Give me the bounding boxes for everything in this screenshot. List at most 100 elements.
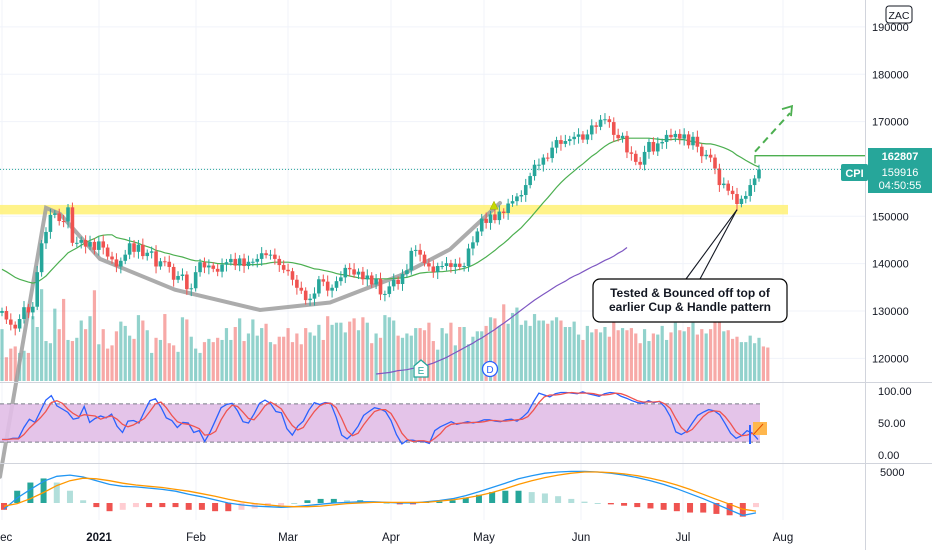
macd-hist-bar [515,490,522,503]
volume-bar [317,324,321,381]
candle-body [479,218,484,232]
stoch-rsi-pane[interactable] [0,391,767,445]
earnings-icon[interactable]: E [413,359,429,378]
candle-body [431,266,436,273]
price-pane[interactable]: Tested & Bounced off top of earlier Cup … [0,104,865,479]
volume-bar [537,320,541,381]
volume-bar [343,332,347,381]
volume-bar [581,339,585,381]
volume-bar [290,342,295,381]
volume-bar [480,331,484,381]
candle-body [136,244,141,252]
volume-bar [700,329,704,381]
candle-body [572,136,576,140]
candle-body [603,119,607,121]
target-price-text: 162807 [882,151,919,163]
macd-hist-bar [475,494,482,503]
last-price-text: 159916 [882,167,919,179]
volume-bar [752,343,757,381]
macd-hist-bar [568,498,575,503]
volume-bar [603,327,607,381]
stoch-tick-label: 0.00 [878,450,899,462]
volume-bar [735,336,739,381]
volume-bar [356,330,361,381]
volume-bar [260,328,264,381]
volume-bar [361,317,365,381]
y-tick-label: 120000 [872,353,909,365]
annotation-line-2: earlier Cup & Handle pattern [609,300,771,314]
candle-body [264,253,268,256]
macd-hist-bar [555,496,562,503]
candle-body [713,157,717,169]
volume-bar [392,320,396,381]
x-tick-label: Apr [382,532,400,544]
currency-badge[interactable]: ZAC [885,5,913,24]
candle-body [339,277,343,282]
pointer-line [685,209,738,280]
candle-body [361,271,365,280]
macd-tick-label: 5000 [880,467,904,479]
macd-hist-bar [278,503,285,506]
candle-body [422,254,427,264]
volume-bar [638,343,642,381]
candle-body [26,307,31,313]
macd-line [3,470,757,517]
candle-body [704,154,708,157]
candle-body [743,195,748,199]
candle-body [501,211,506,213]
volume-bar [686,327,691,381]
candle-body [651,141,656,152]
candle-body [145,252,150,257]
candle-body [317,279,321,294]
volume-bar [748,335,752,381]
candle-body [567,139,572,142]
candle-body [699,146,704,157]
macd-hist-bar [673,503,680,512]
candle-body [48,214,53,232]
volume-bar [713,321,717,381]
macd-histogram [1,478,759,517]
price-axis[interactable]: 1200001300001400001500001600001700001800… [865,0,912,550]
annotation-callout[interactable]: Tested & Bounced off top of earlier Cup … [592,278,788,323]
macd-hist-bar [185,503,192,510]
volume-bar [114,331,119,381]
dividend-icon[interactable]: D [481,360,499,378]
candle-body [110,256,114,260]
volume-bar [255,335,259,381]
candle-body [13,324,18,329]
volume-bar [598,332,603,381]
volume-bar [502,304,506,381]
triangle-marker [489,200,499,210]
macd-pane[interactable] [1,470,759,517]
volume-bar [57,329,61,381]
candle-body [391,279,396,287]
candle-body [189,288,194,290]
candle-body [233,258,238,266]
x-tick-label: Mar [278,532,298,544]
candle-body [510,201,515,204]
projection-arrow [754,112,791,153]
candle-body [211,265,216,269]
volume-bar [427,322,431,381]
candle-body [545,157,550,159]
time-axis[interactable]: Dec 2021 Feb Mar Apr May Jun Jul Aug [0,532,793,544]
candle-body [176,275,180,280]
volume-bar [334,322,339,381]
candle-body [295,279,299,288]
candle-body [237,258,242,266]
candle-body [356,271,361,275]
volume-bar [559,320,563,381]
x-tick-label: Feb [186,532,206,544]
candle-body [171,266,176,280]
volume-bar [612,320,616,381]
volume-bar [172,345,176,381]
macd-hist-bar [594,503,601,504]
macd-hist-bar [489,492,496,503]
volume-bar [180,317,185,381]
volume-bar [229,339,233,381]
volume-bar [554,317,559,381]
candle-body [691,136,695,146]
volume-bar [766,347,770,381]
volume-bar [348,321,352,381]
